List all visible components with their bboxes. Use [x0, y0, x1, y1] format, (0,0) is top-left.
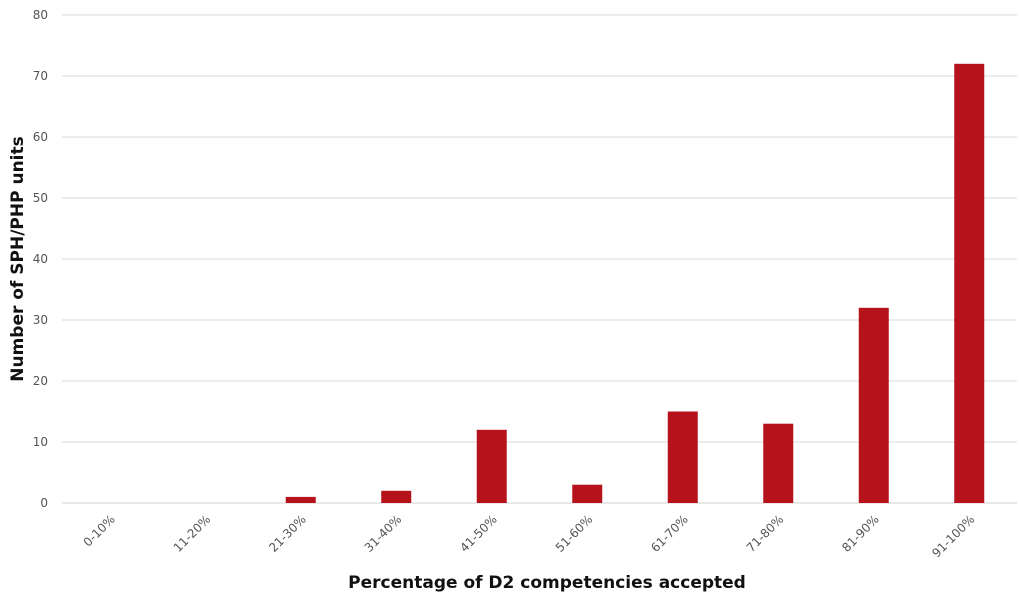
y-tick-label: 50: [33, 191, 48, 205]
x-axis-ticks: 0-10% 11-20% 21-30% 31-40% 41-50% 51-60% 61-70…: [81, 512, 978, 560]
bar-21-30%: [285, 496, 316, 503]
y-tick-label: 0: [40, 496, 48, 510]
x-tick-label: 61-70%: [648, 512, 691, 555]
bar-91-100%: [954, 63, 985, 504]
y-tick-label: 40: [33, 252, 48, 266]
x-tick-label: 11-20%: [171, 512, 214, 555]
x-tick-label: 0-10%: [81, 512, 118, 549]
gridlines: [62, 14, 1017, 504]
x-tick-label: 81-90%: [839, 512, 882, 555]
x-tick-label: 41-50%: [457, 512, 500, 555]
x-tick-label: 91-100%: [929, 512, 977, 560]
y-tick-label: 80: [33, 8, 48, 22]
bar-61-70%: [667, 411, 698, 503]
y-tick-label: 70: [33, 69, 48, 83]
bar-71-80%: [763, 423, 794, 503]
x-axis-title: Percentage of D2 competencies accepted: [348, 573, 746, 593]
y-axis-title: Number of SPH/PHP units: [8, 136, 28, 382]
y-axis-ticks: 0 10 20 30 40 50 60 70 80: [33, 8, 48, 510]
bar-41-50%: [476, 429, 507, 503]
y-tick-label: 30: [33, 313, 48, 327]
x-tick-label: 71-80%: [744, 512, 787, 555]
x-tick-label: 21-30%: [266, 512, 309, 555]
bar-51-60%: [572, 484, 603, 503]
y-tick-label: 10: [33, 435, 48, 449]
bars: [285, 63, 985, 504]
y-tick-label: 20: [33, 374, 48, 388]
x-tick-label: 31-40%: [362, 512, 405, 555]
bar-31-40%: [381, 490, 412, 503]
x-tick-label: 51-60%: [553, 512, 596, 555]
bar-81-90%: [858, 307, 889, 503]
y-tick-label: 60: [33, 130, 48, 144]
